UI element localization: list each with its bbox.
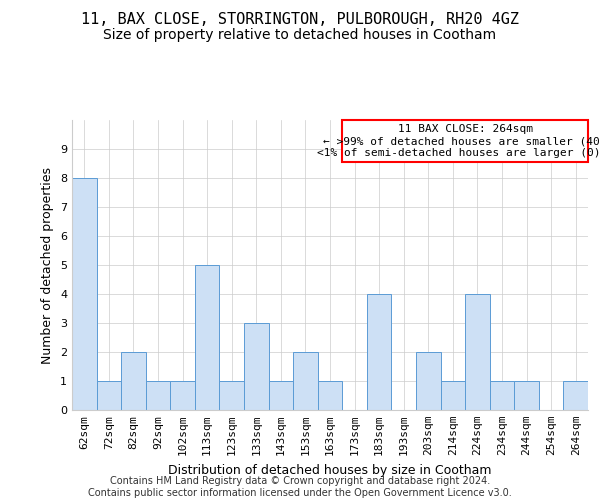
Text: Size of property relative to detached houses in Cootham: Size of property relative to detached ho… <box>103 28 497 42</box>
X-axis label: Distribution of detached houses by size in Cootham: Distribution of detached houses by size … <box>168 464 492 476</box>
Bar <box>244 323 269 410</box>
Text: Contains HM Land Registry data © Crown copyright and database right 2024.
Contai: Contains HM Land Registry data © Crown c… <box>88 476 512 498</box>
Bar <box>490 381 514 410</box>
Text: 11, BAX CLOSE, STORRINGTON, PULBOROUGH, RH20 4GZ: 11, BAX CLOSE, STORRINGTON, PULBOROUGH, … <box>81 12 519 28</box>
Bar <box>342 120 588 162</box>
Bar <box>318 381 342 410</box>
Bar <box>72 178 97 410</box>
Bar <box>220 381 244 410</box>
Bar <box>514 381 539 410</box>
Bar <box>269 381 293 410</box>
Bar <box>170 381 195 410</box>
Bar <box>146 381 170 410</box>
Bar <box>416 352 440 410</box>
Bar <box>563 381 588 410</box>
Y-axis label: Number of detached properties: Number of detached properties <box>41 166 55 364</box>
Bar <box>195 265 220 410</box>
Bar <box>121 352 146 410</box>
Text: ← >99% of detached houses are smaller (40): ← >99% of detached houses are smaller (4… <box>323 136 600 146</box>
Bar <box>465 294 490 410</box>
Text: 11 BAX CLOSE: 264sqm: 11 BAX CLOSE: 264sqm <box>398 124 533 134</box>
Bar <box>367 294 391 410</box>
Bar <box>293 352 318 410</box>
Text: <1% of semi-detached houses are larger (0) →: <1% of semi-detached houses are larger (… <box>317 148 600 158</box>
Bar <box>440 381 465 410</box>
Bar <box>97 381 121 410</box>
